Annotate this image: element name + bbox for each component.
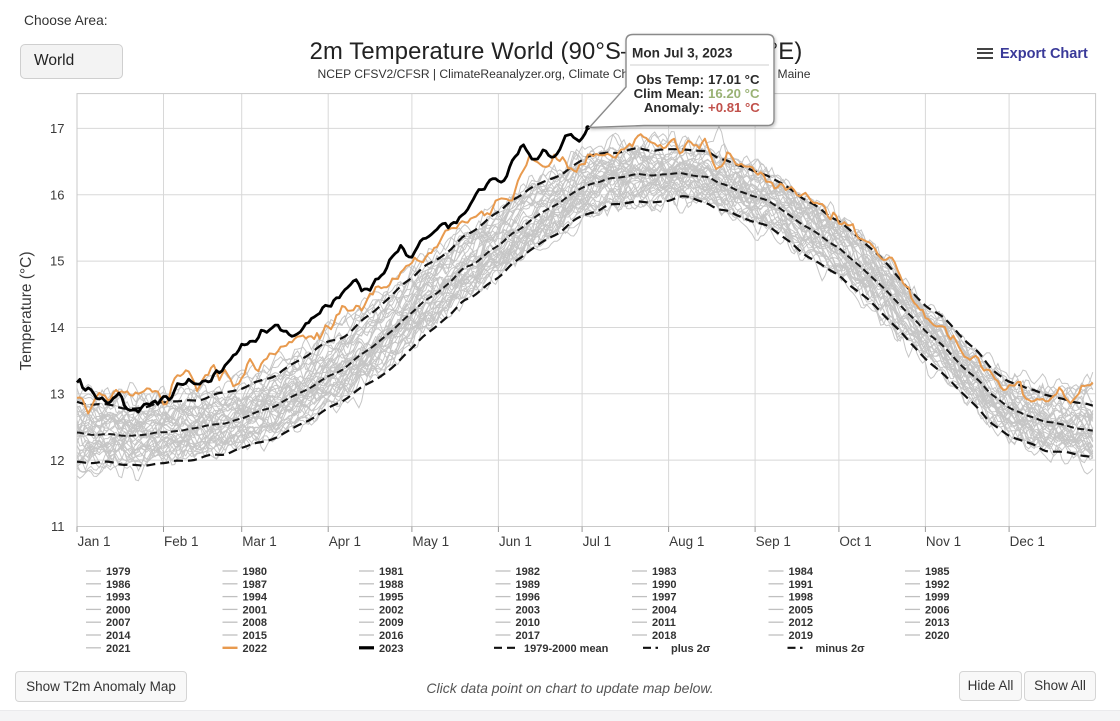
svg-text:2017: 2017 — [516, 630, 540, 642]
svg-text:2015: 2015 — [243, 630, 267, 642]
svg-text:Feb 1: Feb 1 — [164, 534, 199, 549]
svg-text:1988: 1988 — [379, 579, 403, 591]
svg-text:1989: 1989 — [516, 579, 540, 591]
svg-text:Mar 1: Mar 1 — [242, 534, 277, 549]
svg-text:2022: 2022 — [243, 643, 267, 655]
svg-text:1987: 1987 — [243, 579, 267, 591]
svg-text:1999: 1999 — [925, 592, 949, 604]
svg-text:May 1: May 1 — [412, 534, 449, 549]
svg-text:2003: 2003 — [516, 604, 540, 616]
svg-text:14: 14 — [50, 320, 64, 335]
svg-text:2019: 2019 — [789, 630, 813, 642]
svg-text:2021: 2021 — [106, 643, 130, 655]
svg-text:13: 13 — [50, 386, 64, 401]
svg-text:2008: 2008 — [243, 617, 267, 629]
svg-text:Jul 1: Jul 1 — [583, 534, 612, 549]
svg-text:1991: 1991 — [789, 579, 813, 591]
svg-text:Clim Mean:: Clim Mean: — [634, 86, 704, 101]
svg-text:2011: 2011 — [652, 617, 676, 629]
svg-text:1994: 1994 — [243, 592, 268, 604]
svg-text:2016: 2016 — [379, 630, 403, 642]
svg-text:2023: 2023 — [379, 643, 403, 655]
svg-text:Dec 1: Dec 1 — [1010, 534, 1045, 549]
svg-text:1993: 1993 — [106, 592, 130, 604]
svg-text:1981: 1981 — [379, 566, 403, 578]
svg-text:12: 12 — [50, 453, 64, 468]
svg-text:1985: 1985 — [925, 566, 949, 578]
svg-text:1992: 1992 — [925, 579, 949, 591]
svg-text:2010: 2010 — [516, 617, 540, 629]
svg-text:plus 2σ: plus 2σ — [671, 643, 711, 655]
svg-text:1979-2000 mean: 1979-2000 mean — [524, 643, 609, 655]
svg-text:Sep 1: Sep 1 — [756, 534, 791, 549]
svg-text:11: 11 — [51, 519, 65, 534]
svg-text:1986: 1986 — [106, 579, 130, 591]
svg-text:1983: 1983 — [652, 566, 676, 578]
svg-text:2006: 2006 — [925, 604, 949, 616]
svg-text:2013: 2013 — [925, 617, 949, 629]
svg-text:17: 17 — [50, 121, 64, 136]
svg-text:1979: 1979 — [106, 566, 130, 578]
svg-text:1990: 1990 — [652, 579, 676, 591]
svg-text:Jan 1: Jan 1 — [78, 534, 111, 549]
svg-text:1998: 1998 — [789, 592, 813, 604]
svg-text:Nov 1: Nov 1 — [926, 534, 961, 549]
svg-text:2020: 2020 — [925, 630, 949, 642]
svg-text:Aug 1: Aug 1 — [669, 534, 704, 549]
svg-text:+0.81 °C: +0.81 °C — [708, 100, 760, 115]
svg-text:2009: 2009 — [379, 617, 403, 629]
svg-text:2000: 2000 — [106, 604, 130, 616]
svg-text:2018: 2018 — [652, 630, 676, 642]
svg-text:17.01 °C: 17.01 °C — [708, 72, 760, 87]
svg-text:16: 16 — [50, 187, 64, 202]
svg-text:16.20 °C: 16.20 °C — [708, 86, 760, 101]
svg-text:1995: 1995 — [379, 592, 403, 604]
svg-text:Mon Jul 3, 2023: Mon Jul 3, 2023 — [632, 46, 733, 61]
svg-text:2014: 2014 — [106, 630, 131, 642]
svg-text:1997: 1997 — [652, 592, 676, 604]
svg-text:Temperature (°C): Temperature (°C) — [18, 251, 35, 370]
svg-text:15: 15 — [50, 254, 64, 269]
svg-text:minus 2σ: minus 2σ — [816, 643, 866, 655]
svg-text:1996: 1996 — [516, 592, 540, 604]
svg-text:Jun 1: Jun 1 — [499, 534, 532, 549]
svg-text:1982: 1982 — [516, 566, 540, 578]
svg-text:Oct 1: Oct 1 — [839, 534, 871, 549]
svg-text:2004: 2004 — [652, 604, 677, 616]
svg-text:2007: 2007 — [106, 617, 130, 629]
svg-text:2012: 2012 — [789, 617, 813, 629]
svg-text:Obs Temp:: Obs Temp: — [636, 72, 704, 87]
svg-text:1980: 1980 — [243, 566, 267, 578]
svg-text:2005: 2005 — [789, 604, 813, 616]
svg-text:Anomaly:: Anomaly: — [644, 100, 704, 115]
svg-text:1984: 1984 — [789, 566, 814, 578]
svg-text:2002: 2002 — [379, 604, 403, 616]
svg-text:Apr 1: Apr 1 — [329, 534, 361, 549]
svg-text:2001: 2001 — [243, 604, 267, 616]
